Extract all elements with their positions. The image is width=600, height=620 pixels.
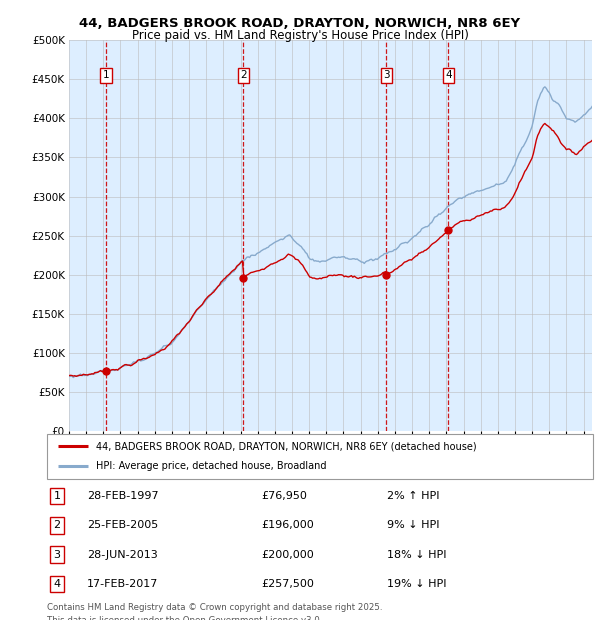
Text: 28-JUN-2013: 28-JUN-2013 [87,549,158,560]
Text: 4: 4 [445,71,452,81]
Text: 2: 2 [240,71,247,81]
Text: HPI: Average price, detached house, Broadland: HPI: Average price, detached house, Broa… [96,461,326,471]
Text: £76,950: £76,950 [261,491,307,502]
Text: Price paid vs. HM Land Registry's House Price Index (HPI): Price paid vs. HM Land Registry's House … [131,29,469,42]
Text: £257,500: £257,500 [261,578,314,589]
Text: 4: 4 [53,578,61,589]
Text: £196,000: £196,000 [261,520,314,531]
Text: 2% ↑ HPI: 2% ↑ HPI [387,491,439,502]
Text: 1: 1 [103,71,109,81]
Text: 25-FEB-2005: 25-FEB-2005 [87,520,158,531]
Text: 1: 1 [53,491,61,502]
Text: Contains HM Land Registry data © Crown copyright and database right 2025.: Contains HM Land Registry data © Crown c… [47,603,382,613]
Text: 17-FEB-2017: 17-FEB-2017 [87,578,158,589]
Text: £200,000: £200,000 [261,549,314,560]
Text: 28-FEB-1997: 28-FEB-1997 [87,491,158,502]
Text: 2: 2 [53,520,61,531]
Text: 44, BADGERS BROOK ROAD, DRAYTON, NORWICH, NR8 6EY: 44, BADGERS BROOK ROAD, DRAYTON, NORWICH… [79,17,521,30]
Text: 3: 3 [383,71,389,81]
Text: 9% ↓ HPI: 9% ↓ HPI [387,520,439,531]
Text: 44, BADGERS BROOK ROAD, DRAYTON, NORWICH, NR8 6EY (detached house): 44, BADGERS BROOK ROAD, DRAYTON, NORWICH… [96,441,476,451]
Text: 18% ↓ HPI: 18% ↓ HPI [387,549,446,560]
FancyBboxPatch shape [47,434,593,479]
Text: 19% ↓ HPI: 19% ↓ HPI [387,578,446,589]
Text: 3: 3 [53,549,61,560]
Text: This data is licensed under the Open Government Licence v3.0.: This data is licensed under the Open Gov… [47,616,322,620]
